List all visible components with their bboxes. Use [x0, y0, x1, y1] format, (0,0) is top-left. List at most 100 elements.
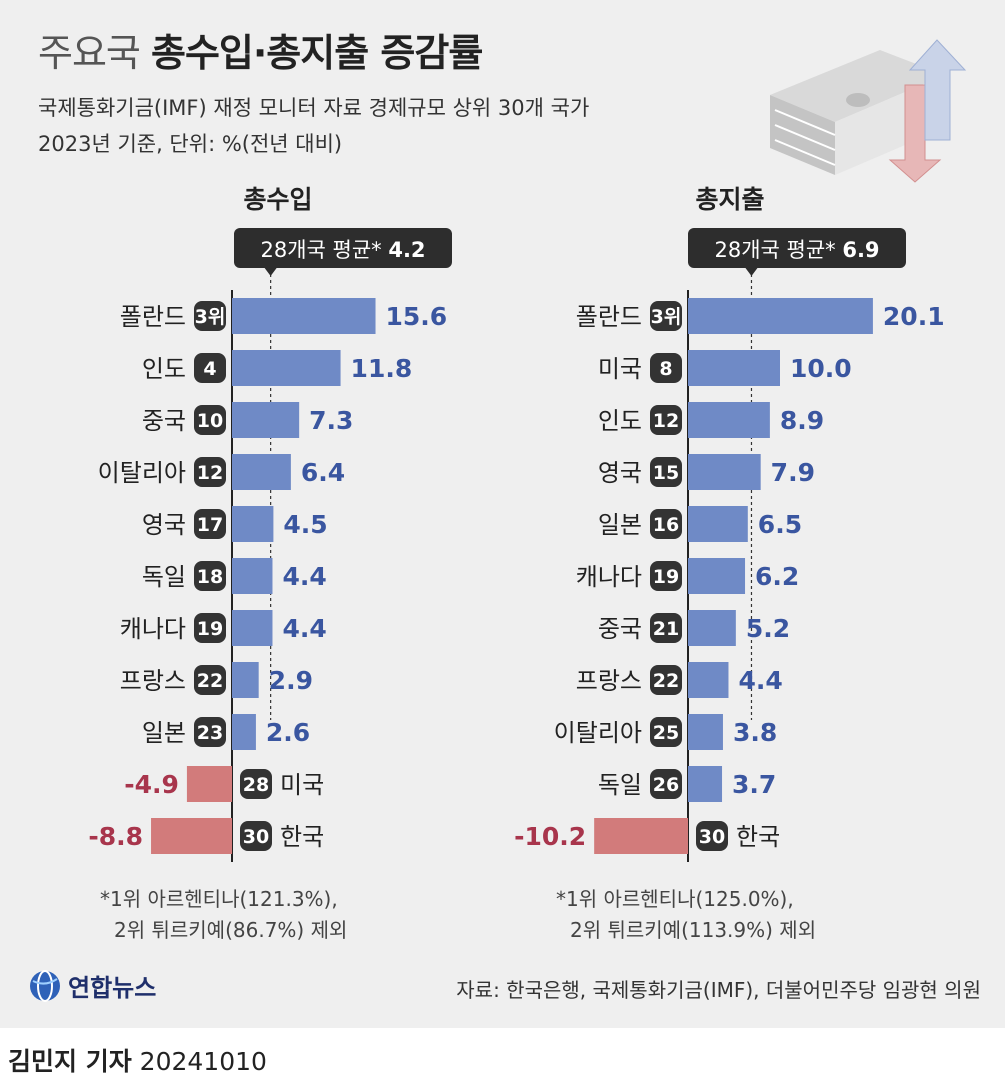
- revenue-rank-badge: [194, 353, 226, 383]
- revenue-rank-text: 17: [197, 514, 223, 536]
- revenue-value-label: 2.6: [266, 718, 310, 747]
- expenditure-rank-badge: [650, 717, 682, 747]
- revenue-bar: [151, 818, 232, 854]
- title-light: 주요국: [38, 31, 141, 75]
- expenditure-bar: [688, 714, 723, 750]
- revenue-value-label: 4.4: [282, 614, 326, 643]
- expenditure-rank-badge: [650, 769, 682, 799]
- revenue-bar: [232, 402, 300, 438]
- revenue-category-label: 중국: [142, 407, 186, 435]
- revenue-rank-text: 28: [243, 774, 269, 796]
- revenue-bar: [232, 610, 273, 646]
- expenditure-rank-text: 26: [653, 774, 679, 796]
- expenditure-rank-badge: [650, 301, 682, 331]
- expenditure-rank-badge: [650, 665, 682, 695]
- revenue-value-label: 15.6: [386, 302, 448, 331]
- expenditure-value-label: 20.1: [883, 302, 945, 331]
- revenue-bar: [232, 714, 256, 750]
- expenditure-bar: [688, 350, 780, 386]
- revenue-rank-badge: [194, 561, 226, 591]
- revenue-category-label: 캐나다: [120, 615, 186, 643]
- revenue-category-label: 폴란드: [120, 303, 186, 331]
- revenue-value-label: 4.5: [283, 510, 327, 539]
- revenue-rank-badge: [240, 821, 272, 851]
- footnote-expenditure: *1위 아르헨티나(125.0%), 2위 튀르키예(113.9%) 제외: [556, 884, 816, 946]
- title-bold: 총수입·총지출 증감률: [150, 31, 483, 75]
- revenue-rank-badge: [194, 405, 226, 435]
- expenditure-average-box: [688, 228, 906, 268]
- expenditure-bar: [688, 298, 873, 334]
- subtitle-line-1: 국제통화기금(IMF) 재정 모니터 자료 경제규모 상위 30개 국가: [38, 96, 590, 120]
- expenditure-rank-text: 8: [659, 358, 672, 380]
- expenditure-value-label: 8.9: [780, 406, 824, 435]
- expenditure-rank-badge: [650, 457, 682, 487]
- expenditure-rank-text: 25: [653, 722, 679, 744]
- expenditure-category-label: 일본: [598, 511, 642, 539]
- revenue-rank-badge: [240, 769, 272, 799]
- revenue-value-label: 2.9: [269, 666, 313, 695]
- expenditure-category-label: 캐나다: [576, 563, 642, 591]
- revenue-average-label: 28개국 평균* 4.2: [260, 238, 425, 262]
- revenue-bar: [232, 454, 291, 490]
- revenue-rank-text: 10: [197, 410, 223, 432]
- expenditure-chart-title: 총지출: [695, 185, 764, 214]
- expenditure-bar: [688, 662, 729, 698]
- page-title: 주요국 총수입·총지출 증감률: [38, 22, 483, 77]
- expenditure-value-label: 10.0: [790, 354, 852, 383]
- revenue-rank-text: 22: [197, 670, 223, 692]
- revenue-rank-badge: [194, 665, 226, 695]
- expenditure-rank-badge: [650, 613, 682, 643]
- expenditure-bar: [688, 402, 770, 438]
- expenditure-rank-text: 3위: [651, 306, 682, 328]
- expenditure-category-label: 영국: [598, 459, 642, 487]
- revenue-rank-text: 3위: [195, 306, 226, 328]
- footnote-revenue: *1위 아르헨티나(121.3%), 2위 튀르키예(86.7%) 제외: [100, 884, 347, 946]
- expenditure-value-label: 4.4: [738, 666, 782, 695]
- yonhap-globe-icon: [30, 969, 60, 1002]
- expenditure-category-label: 폴란드: [576, 303, 642, 331]
- expenditure-bar: [688, 610, 736, 646]
- expenditure-value-label: -10.2: [514, 822, 586, 851]
- expenditure-rank-text: 30: [699, 826, 725, 848]
- expenditure-category-label: 이탈리아: [554, 719, 642, 747]
- publish-date: 20241010: [139, 1047, 267, 1076]
- expenditure-average-value: 6.9: [842, 238, 879, 262]
- revenue-bar: [232, 350, 341, 386]
- expenditure-value-label: 6.5: [758, 510, 802, 539]
- revenue-rank-badge: [194, 717, 226, 747]
- revenue-bar: [232, 506, 274, 542]
- expenditure-average-text: 28개국 평균*: [714, 238, 842, 262]
- expenditure-rank-text: 19: [653, 566, 679, 588]
- footnote-expenditure-line-2: 2위 튀르키예(113.9%) 제외: [570, 918, 817, 942]
- revenue-bar: [232, 298, 376, 334]
- byline: 김민지 기자 20241010: [8, 1042, 267, 1078]
- expenditure-rank-text: 15: [653, 462, 679, 484]
- expenditure-value-label: 3.7: [732, 770, 776, 799]
- expenditure-category-label: 중국: [598, 615, 642, 643]
- revenue-rank-text: 30: [243, 826, 269, 848]
- revenue-value-label: 7.3: [309, 406, 353, 435]
- expenditure-value-label: 6.2: [755, 562, 799, 591]
- expenditure-rank-badge: [650, 509, 682, 539]
- expenditure-category-label: 인도: [598, 407, 642, 435]
- expenditure-bar: [688, 558, 746, 594]
- expenditure-bar: [688, 454, 761, 490]
- revenue-bar: [232, 662, 259, 698]
- revenue-rank-badge: [194, 613, 226, 643]
- expenditure-category-label: 프랑스: [576, 667, 642, 695]
- expenditure-rank-text: 21: [653, 618, 679, 640]
- expenditure-bar: [594, 818, 688, 854]
- revenue-category-label: 이탈리아: [98, 459, 186, 487]
- footnote-expenditure-line-1: *1위 아르헨티나(125.0%),: [556, 887, 794, 911]
- expenditure-value-label: 5.2: [746, 614, 790, 643]
- revenue-average-box: [234, 228, 452, 268]
- revenue-chart-title: 총수입: [243, 185, 312, 214]
- revenue-category-label: 프랑스: [120, 667, 186, 695]
- revenue-rank-badge: [194, 301, 226, 331]
- logo-text: 연합뉴스: [68, 974, 157, 1002]
- expenditure-rank-text: 16: [653, 514, 679, 536]
- revenue-bar: [232, 558, 273, 594]
- subtitle-line-2: 2023년 기준, 단위: %(전년 대비): [38, 132, 343, 156]
